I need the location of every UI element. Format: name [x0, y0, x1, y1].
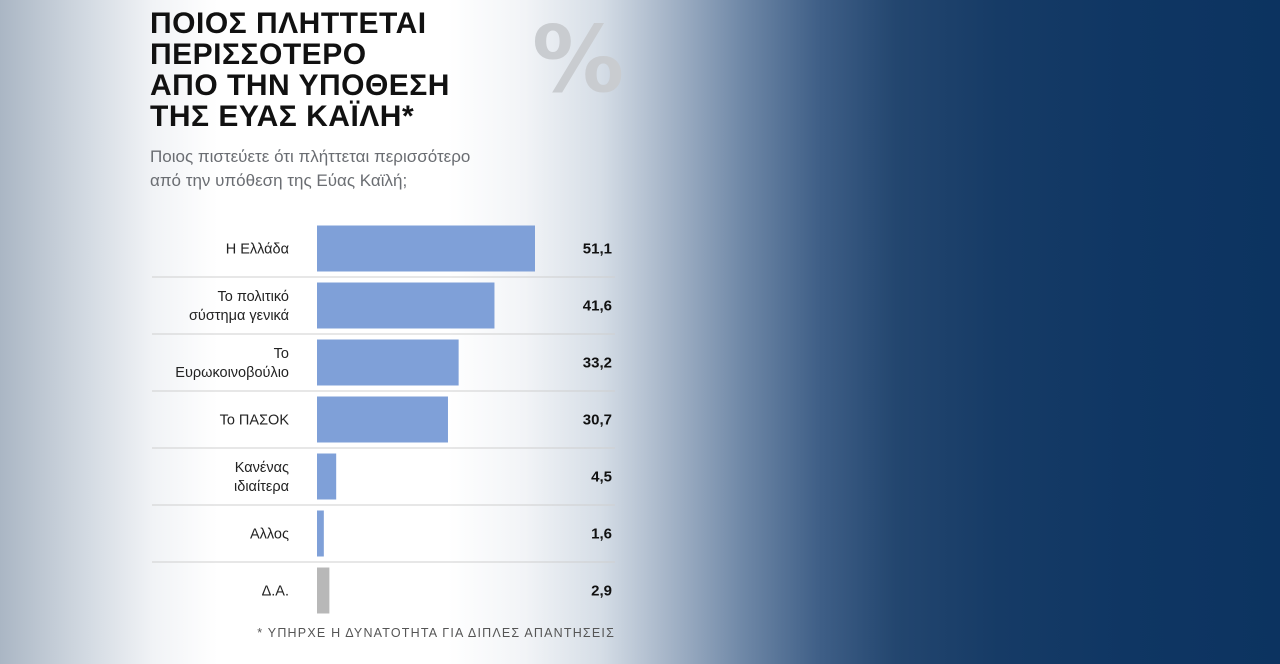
bar: [317, 396, 448, 443]
bar: [317, 282, 495, 329]
category-label: Το Ευρωκοινοβούλιο: [175, 346, 289, 381]
subtitle-line: Ποιος πιστεύετε ότι πλήττεται περισσότερ…: [150, 147, 471, 166]
category-label: Το πολιτικό σύστημα γενικά: [189, 289, 289, 324]
category-label-line: Ευρωκοινοβούλιο: [175, 365, 289, 381]
chart-title: ΠΟΙΟΣ ΠΛΗΤΤΕΤΑΙ ΠΕΡΙΣΣΟΤΕΡΟ ΑΠΟ ΤΗΝ ΥΠΟΘ…: [150, 8, 450, 132]
title-line: ΤΗΣ ΕΥΑΣ ΚΑΪΛΗ*: [150, 100, 415, 133]
category-label: Αλλος: [250, 527, 289, 543]
chart-subtitle: Ποιος πιστεύετε ότι πλήττεται περισσότερ…: [150, 145, 470, 193]
subtitle-line: από την υπόθεση της Εύας Καϊλή;: [150, 171, 408, 190]
value-label: 41,6: [583, 298, 612, 315]
bar: [317, 510, 324, 557]
value-label: 4,5: [591, 469, 612, 486]
category-label-line: Η Ελλάδα: [226, 242, 289, 258]
category-label-line: σύστημα γενικά: [189, 308, 289, 324]
bar: [317, 339, 459, 386]
category-label-line: Το ΠΑΣΟΚ: [220, 413, 290, 429]
category-label: Κανένας ιδιαίτερα: [234, 460, 289, 495]
category-label: Η Ελλάδα: [226, 242, 289, 258]
value-label: 51,1: [583, 241, 612, 258]
category-label-line: Δ.Α.: [262, 584, 289, 600]
percent-symbol: %: [532, 6, 625, 113]
category-label-line: Το πολιτικό: [217, 289, 289, 305]
title-line: ΑΠΟ ΤΗΝ ΥΠΟΘΕΣΗ: [150, 69, 450, 102]
value-label: 30,7: [583, 412, 612, 429]
bar: [317, 453, 337, 500]
title-line: ΠΟΙΟΣ ΠΛΗΤΤΕΤΑΙ: [150, 7, 427, 40]
category-label-line: ιδιαίτερα: [234, 479, 289, 495]
title-line: ΠΕΡΙΣΣΟΤΕΡΟ: [150, 38, 367, 71]
category-label-line: Κανένας: [235, 460, 289, 476]
footnote: * ΥΠΗΡΧΕ Η ΔΥΝΑΤΟΤΗΤΑ ΓΙΑ ΔΙΠΛΕΣ ΑΠΑΝΤΗΣ…: [257, 626, 615, 640]
value-label: 33,2: [583, 355, 612, 372]
category-label: Το ΠΑΣΟΚ: [220, 413, 290, 429]
category-label-line: Αλλος: [250, 527, 289, 543]
bar: [317, 225, 535, 272]
bar: [317, 567, 330, 614]
category-label-line: Το: [274, 346, 289, 362]
category-label: Δ.Α.: [262, 584, 289, 600]
value-label: 1,6: [591, 526, 612, 543]
value-label: 2,9: [591, 583, 612, 600]
